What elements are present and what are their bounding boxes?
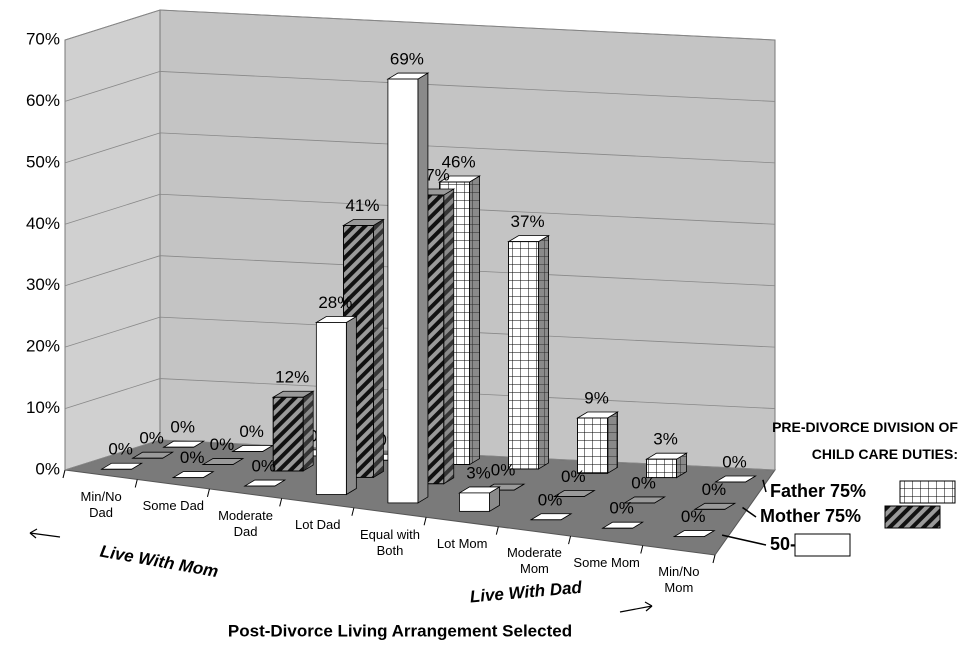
category-divider <box>279 498 283 507</box>
left-wall <box>64 9 161 471</box>
grid-line <box>64 378 776 409</box>
bar-side-pattern <box>373 219 384 478</box>
bar-side <box>417 72 429 504</box>
y-tick-label: 60% <box>26 91 60 110</box>
data-label: 0% <box>210 435 235 454</box>
arrow-right-head <box>644 601 653 612</box>
grid-line <box>64 71 776 102</box>
category-divider <box>712 554 716 564</box>
x-tick-label: Moderate Mom <box>506 545 562 577</box>
data-label: 0% <box>538 490 563 509</box>
bar-side-pattern <box>676 453 687 478</box>
x-tick-label: Min/No Mom <box>658 564 700 596</box>
bar-pattern <box>577 417 608 474</box>
bar-side-pattern <box>443 189 454 484</box>
legend-swatch <box>794 533 851 557</box>
y-tick-label: 30% <box>26 275 60 294</box>
data-label: 28% <box>318 293 352 312</box>
grid-line <box>64 439 776 471</box>
data-label: 0% <box>170 418 195 437</box>
annotation: Live With Dad <box>469 578 583 607</box>
data-label: 9% <box>584 388 609 407</box>
y-tick-label: 0% <box>35 459 60 478</box>
x-axis-title: Post-Divorce Living Arrangement Selected <box>228 621 572 640</box>
data-label: 0% <box>251 457 276 476</box>
bar <box>459 492 490 512</box>
y-tick-label: 70% <box>26 29 60 48</box>
bar-pattern <box>508 241 539 470</box>
category-divider <box>640 545 644 554</box>
legend-leader <box>721 534 767 546</box>
data-label: 0% <box>681 507 706 526</box>
x-tick-label: Moderate Dad <box>218 507 273 539</box>
bar <box>315 322 347 495</box>
x-tick-label: Min/No Dad <box>80 488 122 520</box>
arrow-right <box>619 605 653 613</box>
data-label: 0% <box>108 440 133 459</box>
grid-line <box>64 132 776 164</box>
x-tick-label: Some Mom <box>573 554 640 570</box>
data-label: 0% <box>139 429 164 448</box>
category-divider <box>134 479 138 488</box>
data-label: 0% <box>491 461 516 480</box>
data-label: 69% <box>390 50 424 69</box>
legend-swatch-pattern <box>884 505 941 529</box>
category-divider <box>62 469 66 479</box>
bar-side-pattern <box>303 391 314 471</box>
legend-label: Mother 75% <box>760 506 861 526</box>
y-tick-label: 40% <box>26 214 60 233</box>
bar-side-pattern <box>469 176 480 465</box>
legend-leader <box>742 506 757 518</box>
grid-line <box>64 9 776 41</box>
annotation: Live With Mom <box>99 542 220 582</box>
category-divider <box>568 535 572 545</box>
category-divider <box>206 488 210 498</box>
legend-title: PRE-DIVORCE DIVISION OF CHILD CARE DUTIE… <box>772 419 958 462</box>
x-tick-label: Lot Dad <box>294 517 341 533</box>
y-tick-label: 50% <box>26 152 60 171</box>
grid-line <box>64 193 776 225</box>
legend-label: Father 75% <box>770 481 866 501</box>
category-divider <box>351 507 355 516</box>
bar-side <box>345 315 357 496</box>
data-label: 46% <box>442 152 476 171</box>
data-label: 3% <box>653 430 678 449</box>
decoration <box>29 528 653 613</box>
data-label: 3% <box>466 463 491 482</box>
grid-line <box>64 316 776 348</box>
data-label: 41% <box>345 196 379 215</box>
data-label: 0% <box>239 422 264 441</box>
x-tick-label: Lot Mom <box>436 535 488 551</box>
arrow-left-head <box>29 528 38 539</box>
category-divider <box>495 526 499 535</box>
grid-line <box>64 255 776 287</box>
data-label: 0% <box>180 448 205 467</box>
data-label: 0% <box>561 467 586 486</box>
data-label: 0% <box>631 473 656 492</box>
bar <box>387 78 419 504</box>
legend-swatch-pattern <box>899 480 956 504</box>
arrow-left <box>29 532 61 538</box>
data-label: 0% <box>702 480 727 499</box>
data-label: 0% <box>609 499 634 518</box>
bar-pattern <box>272 396 304 472</box>
category-divider <box>423 517 427 526</box>
bar-side-pattern <box>607 412 618 474</box>
x-tick-label: Some Dad <box>142 498 205 514</box>
legend-leader <box>762 479 767 493</box>
bars: 0%0%0%0%46%37%9%3%0%0%0%12%41%47%0%0%0%0… <box>100 50 757 538</box>
data-label: 37% <box>511 212 545 231</box>
y-tick-label: 20% <box>26 337 60 356</box>
data-label: 0% <box>722 452 747 471</box>
y-tick-label: 10% <box>26 398 60 417</box>
bar-side-pattern <box>538 235 549 469</box>
x-tick-label: Equal with Both <box>360 526 420 558</box>
data-label: 12% <box>275 368 309 387</box>
